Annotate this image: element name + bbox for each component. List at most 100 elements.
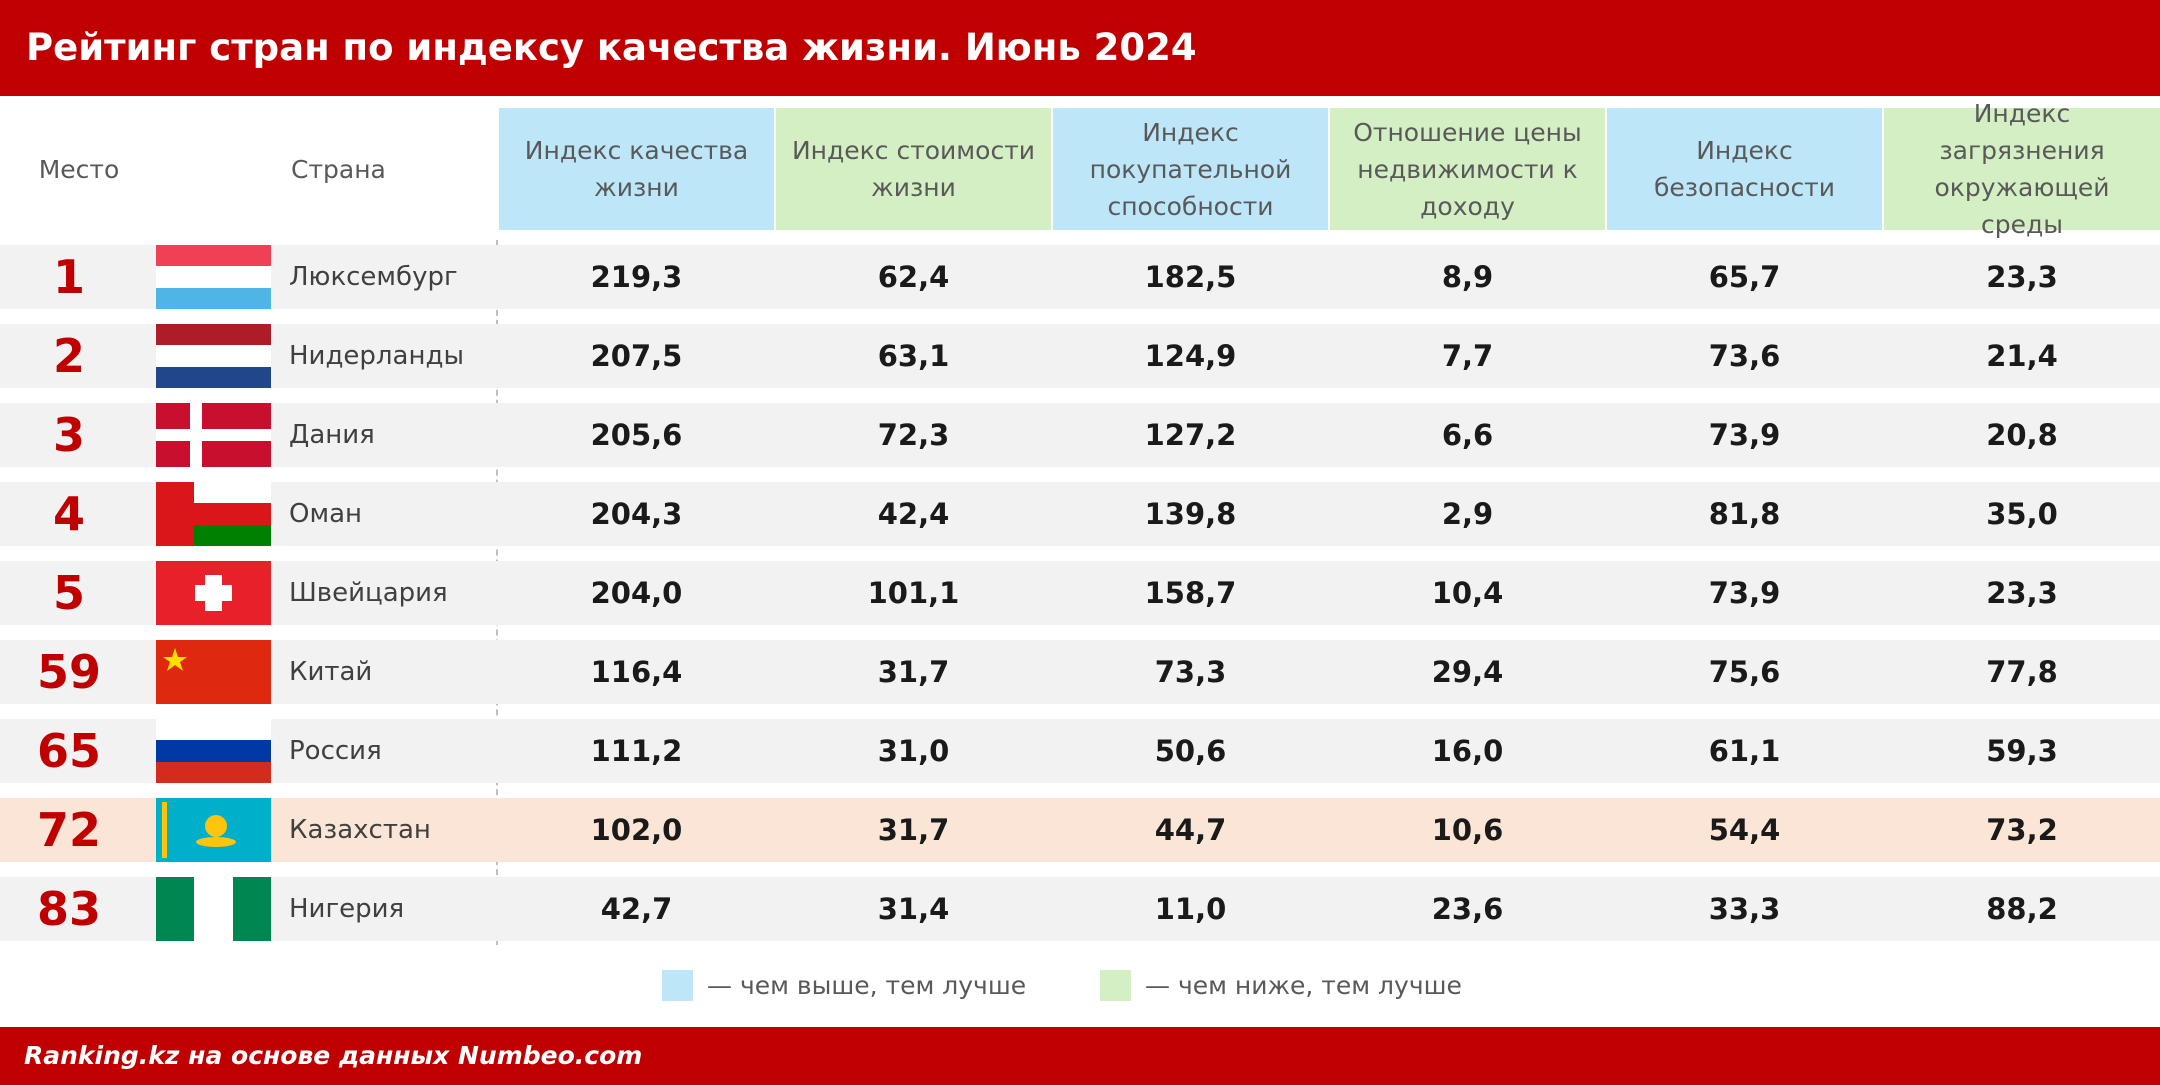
value-cell: 207,5 bbox=[590, 339, 683, 373]
flag bbox=[156, 798, 271, 862]
table-row bbox=[0, 798, 2160, 862]
value-cell: 54,4 bbox=[1708, 813, 1781, 847]
table-row bbox=[0, 719, 2160, 783]
value-cell: 42,4 bbox=[877, 497, 950, 531]
country-name: Нигерия bbox=[289, 894, 405, 924]
table-row bbox=[0, 403, 2160, 467]
rank: 83 bbox=[36, 882, 101, 936]
column-header: Индекс покупательной способности bbox=[1053, 108, 1328, 230]
flag bbox=[156, 403, 271, 467]
value-cell: 77,8 bbox=[1986, 655, 2058, 689]
value-cell: 8,9 bbox=[1441, 260, 1494, 294]
value-cell: 73,6 bbox=[1708, 339, 1781, 373]
rank: 3 bbox=[52, 408, 85, 462]
table-row bbox=[0, 245, 2160, 309]
flag bbox=[156, 877, 271, 941]
source: Ranking.kz на основе данных Numbeo.com bbox=[24, 1041, 643, 1070]
value-cell: 127,2 bbox=[1144, 418, 1237, 452]
value-cell: 11,0 bbox=[1154, 892, 1227, 926]
value-cell: 59,3 bbox=[1986, 734, 2058, 768]
rank: 1 bbox=[52, 250, 85, 304]
flag bbox=[156, 482, 271, 546]
value-cell: 102,0 bbox=[590, 813, 683, 847]
value-cell: 101,1 bbox=[867, 576, 960, 610]
legend-swatch bbox=[662, 970, 693, 1001]
value-cell: 139,8 bbox=[1144, 497, 1237, 531]
value-cell: 204,3 bbox=[590, 497, 683, 531]
column-header: Страна bbox=[291, 154, 386, 184]
table-row bbox=[0, 324, 2160, 388]
country-name: Россия bbox=[289, 736, 382, 766]
rank: 4 bbox=[52, 487, 85, 541]
flag bbox=[156, 324, 271, 388]
country-name: Китай bbox=[289, 657, 373, 687]
value-cell: 65,7 bbox=[1708, 260, 1781, 294]
value-cell: 158,7 bbox=[1144, 576, 1237, 610]
column-header: Место bbox=[38, 154, 120, 184]
value-cell: 42,7 bbox=[600, 892, 673, 926]
value-cell: 23,3 bbox=[1986, 576, 2058, 610]
title: Рейтинг стран по индексу качества жизни.… bbox=[26, 26, 1197, 69]
table-row bbox=[0, 561, 2160, 625]
legend-swatch bbox=[1100, 970, 1131, 1001]
value-cell: 75,6 bbox=[1708, 655, 1781, 689]
value-cell: 31,4 bbox=[877, 892, 950, 926]
value-cell: 61,1 bbox=[1708, 734, 1781, 768]
value-cell: 21,4 bbox=[1986, 339, 2058, 373]
value-cell: 124,9 bbox=[1144, 339, 1237, 373]
column-header: Индекс безопасности bbox=[1607, 108, 1882, 230]
country-name: Оман bbox=[289, 499, 363, 529]
value-cell: 10,6 bbox=[1431, 813, 1504, 847]
country-name: Люксембург bbox=[289, 262, 458, 292]
value-cell: 111,2 bbox=[590, 734, 683, 768]
value-cell: 31,0 bbox=[877, 734, 950, 768]
value-cell: 88,2 bbox=[1986, 892, 2058, 926]
table-row bbox=[0, 482, 2160, 546]
flag bbox=[156, 719, 271, 783]
rank: 59 bbox=[36, 645, 101, 699]
legend-label: — чем ниже, тем лучше bbox=[1145, 971, 1462, 1000]
value-cell: 50,6 bbox=[1154, 734, 1227, 768]
value-cell: 62,4 bbox=[877, 260, 950, 294]
value-cell: 73,2 bbox=[1986, 813, 2058, 847]
value-cell: 7,7 bbox=[1441, 339, 1494, 373]
value-cell: 10,4 bbox=[1431, 576, 1504, 610]
value-cell: 205,6 bbox=[590, 418, 683, 452]
column-header: Индекс стоимости жизни bbox=[776, 108, 1051, 230]
column-header: Индекс качества жизни bbox=[499, 108, 774, 230]
value-cell: 116,4 bbox=[590, 655, 683, 689]
table-row bbox=[0, 877, 2160, 941]
value-cell: 31,7 bbox=[877, 655, 950, 689]
country-name: Нидерланды bbox=[289, 341, 464, 371]
value-cell: 2,9 bbox=[1441, 497, 1494, 531]
rank: 72 bbox=[36, 803, 101, 857]
value-cell: 31,7 bbox=[877, 813, 950, 847]
value-cell: 73,9 bbox=[1708, 418, 1781, 452]
country-name: Швейцария bbox=[289, 578, 448, 608]
column-header: Индекс загрязнения окружающей среды bbox=[1884, 99, 2160, 239]
value-cell: 204,0 bbox=[590, 576, 683, 610]
rank: 2 bbox=[52, 329, 85, 383]
country-name: Дания bbox=[289, 420, 375, 450]
value-cell: 6,6 bbox=[1441, 418, 1494, 452]
flag bbox=[156, 640, 271, 704]
value-cell: 182,5 bbox=[1144, 260, 1237, 294]
rank: 5 bbox=[52, 566, 85, 620]
value-cell: 219,3 bbox=[590, 260, 683, 294]
value-cell: 81,8 bbox=[1708, 497, 1781, 531]
value-cell: 23,6 bbox=[1431, 892, 1504, 926]
footer-bar bbox=[0, 1027, 2160, 1085]
flag bbox=[156, 245, 271, 309]
table-row bbox=[0, 640, 2160, 704]
value-cell: 35,0 bbox=[1986, 497, 2058, 531]
legend-label: — чем выше, тем лучше bbox=[707, 971, 1027, 1000]
column-header: Отношение цены недвижимости к доходу bbox=[1330, 108, 1605, 230]
value-cell: 63,1 bbox=[877, 339, 950, 373]
value-cell: 44,7 bbox=[1154, 813, 1227, 847]
value-cell: 73,9 bbox=[1708, 576, 1781, 610]
value-cell: 33,3 bbox=[1708, 892, 1781, 926]
value-cell: 23,3 bbox=[1986, 260, 2058, 294]
value-cell: 72,3 bbox=[877, 418, 950, 452]
value-cell: 20,8 bbox=[1986, 418, 2058, 452]
